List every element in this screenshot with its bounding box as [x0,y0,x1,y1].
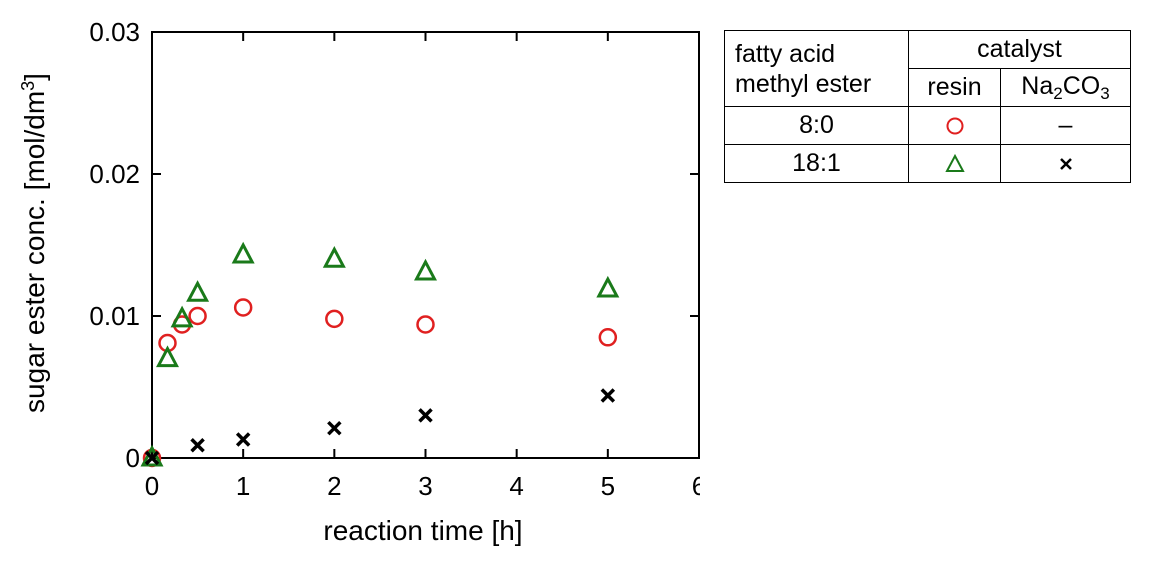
x-tick-label: 2 [327,471,341,501]
triangle-point [170,305,194,328]
triangle-point [596,275,620,298]
legend-header-fatty-acid: fatty acid methyl ester [724,30,909,107]
legend-circle-icon [908,106,1001,145]
triangle-point [414,258,437,281]
x-tick-label: 3 [418,471,432,501]
legend-dash: – [1000,106,1131,145]
x-tick-label: 5 [601,471,615,501]
circle-point [325,309,344,329]
circle-point [233,298,253,317]
plot-axes [151,31,700,459]
circle-point [598,328,618,347]
legend-cross-icon [1000,144,1131,183]
legend-header-catalyst: catalyst [908,30,1131,69]
triangle-point [186,280,210,302]
y-tick-label: 0.02 [89,159,140,189]
legend-header-line1: fatty acid [735,39,836,68]
legend-col-resin: resin [908,68,1001,107]
triangle-point [156,345,179,368]
axis-ticks: 0 1 2 3 4 5 6 0 0.01 0.02 0.03 [89,17,700,501]
cross-point [600,388,616,403]
y-tick-label: 0.01 [89,301,140,331]
x-tick-label: 6 [692,471,700,501]
triangle-point [322,245,346,268]
cross-point [190,437,205,453]
y-axis-label: sugar ester conc. [mol/dm3] [18,73,50,413]
legend-row-label-8-0: 8:0 [724,106,909,145]
triangle-point [140,444,164,467]
data-points [140,241,620,468]
x-tick-label: 1 [236,471,250,501]
x-tick-label: 4 [509,471,523,501]
y-tick-label: 0 [126,443,140,473]
circle-point [416,315,435,334]
plot-frame [151,31,700,459]
y-tick-label: 0.03 [89,17,140,47]
scatter-chart: 0 1 2 3 4 5 6 0 0.01 0.02 0.03 reaction time [h] s… [18,17,700,546]
triangle-point [231,241,255,264]
legend-triangle-icon [908,144,1001,183]
cross-point [235,432,251,447]
cross-point [144,450,160,466]
x-tick-label: 0 [145,471,159,501]
circle-point [188,306,207,326]
x-axis-label: reaction time [h] [323,515,522,546]
cross-point [327,420,342,436]
legend-table: fatty acid methyl ester catalyst resin N… [724,30,1131,183]
cross-point [418,408,433,423]
legend-row-label-18-1: 18:1 [724,144,909,183]
legend-header-line2: methyl ester [735,69,872,98]
legend-col-na2co3: Na2CO3 [1000,68,1131,107]
